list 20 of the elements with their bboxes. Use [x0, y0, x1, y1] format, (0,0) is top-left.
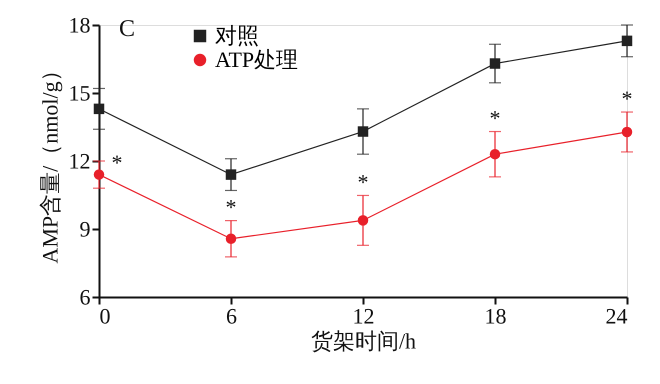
- annotation: C: [119, 16, 136, 42]
- legend-label: ATP处理: [215, 47, 298, 72]
- y-tick-label: 15: [68, 80, 90, 106]
- annotation: *: [112, 150, 122, 175]
- annotation: *: [358, 169, 368, 194]
- annotation: *: [226, 194, 236, 220]
- x-tick-label: 0: [100, 304, 110, 328]
- y-tick-label: 12: [68, 148, 90, 174]
- x-tick-label: 24: [606, 304, 628, 328]
- y-tick-label: 9: [80, 216, 90, 242]
- y-tick-label: 18: [68, 12, 90, 38]
- x-tick-label: 12: [352, 304, 374, 328]
- y-tick-label: 6: [80, 284, 90, 310]
- x-tick-label: 6: [226, 304, 237, 328]
- annotation: *: [622, 86, 632, 112]
- annotation: *: [490, 106, 500, 131]
- y-axis-title: AMP含量/（nmol/g）: [38, 59, 62, 264]
- legend-label: 对照: [215, 23, 259, 48]
- x-tick-label: 18: [484, 304, 506, 328]
- x-axis-title: 货架时间/h: [310, 328, 416, 354]
